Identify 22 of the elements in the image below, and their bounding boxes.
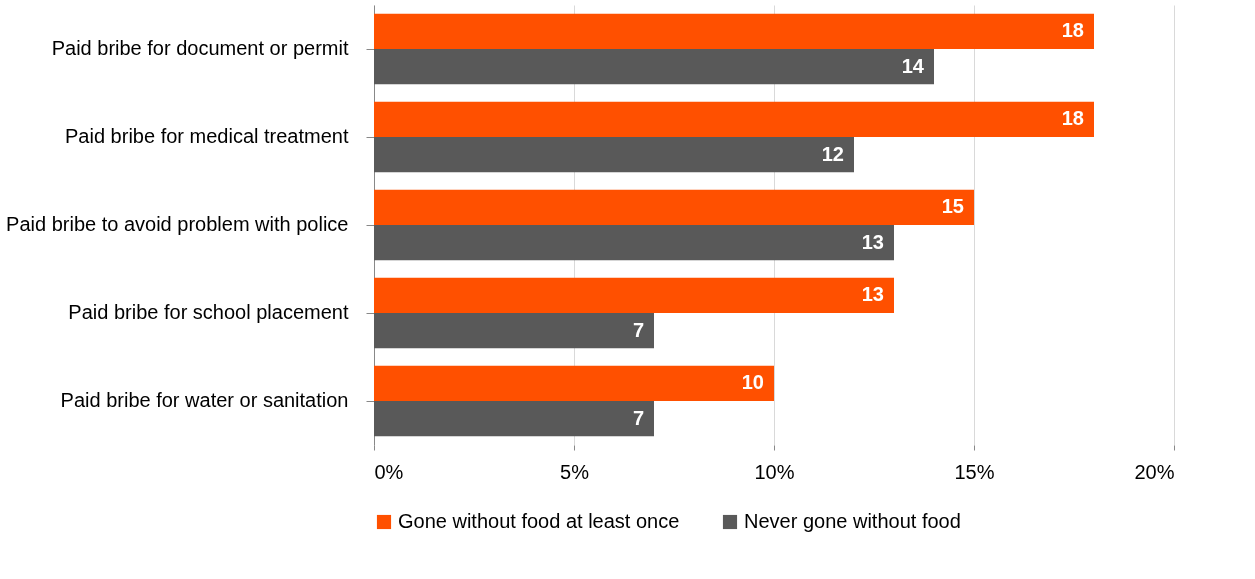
- data-label: 13: [861, 230, 884, 253]
- data-label: 15: [941, 195, 964, 218]
- data-label: 13: [861, 283, 884, 306]
- data-label: 12: [821, 142, 844, 165]
- y-tick-label: Paid bribe for school placement: [68, 301, 349, 323]
- data-label: 10: [741, 371, 764, 394]
- x-tick-label: 15%: [954, 460, 995, 483]
- data-label: 14: [901, 54, 925, 77]
- x-tick-label: 20%: [1134, 460, 1175, 483]
- x-tick-label: 10%: [754, 460, 795, 483]
- legend-label: Gone without food at least once: [398, 510, 680, 532]
- data-label: 18: [1061, 19, 1084, 42]
- y-tick-label: Paid bribe for water or sanitation: [60, 389, 349, 411]
- y-tick-label: Paid bribe for medical treatment: [65, 125, 349, 147]
- x-tick-label: 0%: [374, 460, 404, 483]
- y-tick-label: Paid bribe for document or permit: [51, 37, 349, 59]
- data-label: 7: [632, 318, 644, 341]
- x-tick-label: 5%: [560, 460, 590, 483]
- data-label: 7: [632, 406, 644, 429]
- legend-label: Never gone without food: [744, 510, 961, 532]
- data-label: 18: [1061, 107, 1084, 130]
- y-tick-label: Paid bribe to avoid problem with police: [6, 213, 349, 235]
